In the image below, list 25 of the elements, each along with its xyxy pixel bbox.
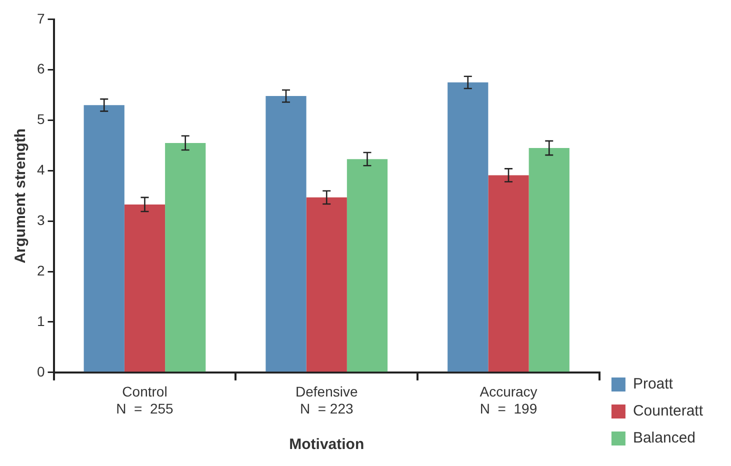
y-tick-label: 0 <box>36 363 45 380</box>
legend-label: Proatt <box>632 376 674 393</box>
bar <box>165 142 206 372</box>
bar <box>124 204 166 372</box>
y-tick-label: 5 <box>36 111 45 128</box>
bar <box>488 175 529 372</box>
y-tick-label: 4 <box>36 162 45 178</box>
x-tick-label: Accuracy N = 199 <box>480 384 538 416</box>
x-tick-label: Defensive N = 223 <box>295 384 358 416</box>
bar <box>346 159 388 372</box>
y-tick-label: 3 <box>36 212 45 228</box>
x-tick-label: Control N = 255 <box>116 384 174 416</box>
x-axis-title: Motivation <box>289 436 364 454</box>
bar <box>266 96 306 372</box>
y-tick-label: 7 <box>36 10 45 26</box>
bar <box>84 105 124 372</box>
y-tick-label: 6 <box>36 60 45 77</box>
legend-label: Balanced <box>632 430 696 447</box>
y-tick-label: 1 <box>36 312 45 329</box>
bar <box>448 82 488 372</box>
bar <box>528 148 570 372</box>
bar <box>306 197 347 372</box>
y-tick-label: 2 <box>36 262 45 278</box>
legend-label: Counteratt <box>632 402 704 420</box>
y-axis-title: Argument strength <box>12 128 30 264</box>
